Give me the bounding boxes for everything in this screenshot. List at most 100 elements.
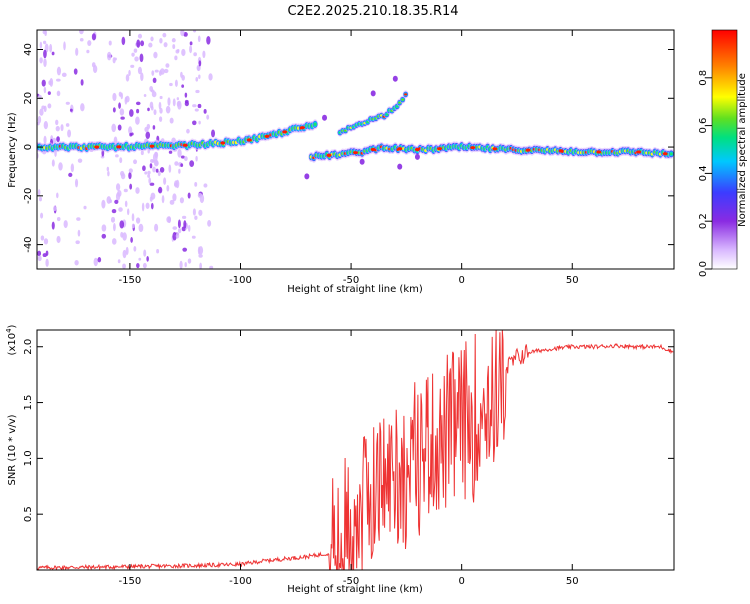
noise-speck	[203, 183, 208, 188]
noise-speck	[75, 47, 79, 56]
purple-blob	[392, 75, 398, 82]
noise-speck	[206, 114, 210, 120]
noise-speck	[174, 161, 179, 166]
snr-multiplier-base: (x10	[7, 333, 18, 356]
noise-speck	[177, 219, 181, 229]
noise-speck	[135, 217, 141, 224]
hotspot	[437, 147, 443, 151]
noise-speck	[55, 119, 59, 126]
noise-speck	[145, 131, 151, 139]
noise-speck	[44, 30, 47, 37]
spectrogram-heatmap	[37, 30, 674, 269]
noise-speck	[97, 257, 102, 263]
noise-speck	[47, 103, 52, 109]
noise-speck	[130, 64, 135, 68]
y-tick-label: 1.5	[23, 395, 34, 411]
noise-speck	[76, 217, 81, 221]
y-tick-label: 1.0	[23, 450, 34, 466]
noise-speck	[187, 224, 191, 232]
noise-speck	[174, 180, 178, 188]
noise-speck	[101, 224, 107, 232]
noise-speck	[140, 150, 144, 156]
noise-speck	[124, 96, 128, 105]
noise-speck	[79, 38, 84, 42]
noise-speck	[184, 92, 188, 98]
noise-speck	[37, 255, 42, 262]
noise-speck	[86, 49, 90, 54]
purple-blob	[322, 114, 328, 121]
noise-speck	[128, 126, 133, 135]
noise-speck	[106, 196, 112, 204]
noise-speck	[101, 233, 107, 239]
noise-speck	[118, 102, 121, 109]
noise-speck	[80, 103, 85, 112]
noise-speck	[166, 216, 172, 223]
noise-speck	[142, 262, 147, 269]
snr-ylabel: SNR (10 * v/v)	[7, 414, 18, 485]
noise-speck	[174, 79, 178, 88]
noise-speck	[162, 32, 167, 38]
noise-speck	[203, 109, 207, 114]
noise-speck	[198, 209, 203, 216]
x-tick-label: -100	[229, 576, 252, 587]
purple-blob	[359, 158, 365, 165]
noise-speck	[70, 163, 75, 173]
noise-speck	[198, 120, 201, 125]
noise-speck	[169, 82, 173, 87]
noise-speck	[194, 182, 198, 187]
snr-multiplier: (x104)	[5, 324, 18, 355]
noise-speck	[112, 107, 116, 113]
noise-speck	[56, 192, 59, 199]
spectrogram-frame	[36, 29, 675, 270]
svg-text:(x104): (x104)	[5, 324, 18, 355]
noise-speck	[118, 207, 123, 212]
colorbar-tick-label: 0.0	[698, 261, 709, 277]
noise-speck	[134, 56, 139, 62]
noise-speck	[73, 68, 78, 75]
hotspot	[182, 143, 188, 147]
noise-speck	[171, 38, 176, 43]
hotspot	[220, 141, 226, 145]
noise-speck	[145, 202, 150, 209]
noise-speck	[41, 79, 46, 87]
noise-speck	[166, 185, 170, 192]
noise-speck	[63, 220, 68, 229]
noise-speck	[198, 246, 204, 255]
noise-speck	[126, 208, 130, 216]
noise-speck	[128, 171, 132, 180]
noise-speck	[168, 164, 172, 173]
noise-speck	[125, 246, 129, 255]
noise-speck	[172, 231, 177, 241]
noise-speck	[187, 258, 192, 264]
noise-speck	[133, 48, 138, 53]
noise-speck	[149, 163, 153, 169]
hotspot	[596, 150, 602, 154]
noise-speck	[153, 159, 159, 167]
hotspot	[492, 147, 498, 151]
noise-speck	[51, 221, 55, 230]
noise-speck	[154, 223, 159, 232]
noise-speck	[192, 120, 197, 126]
noise-speck	[129, 183, 133, 190]
noise-speck	[67, 129, 72, 138]
noise-speck	[129, 109, 134, 117]
noise-speck	[154, 151, 158, 156]
noise-speck	[148, 42, 153, 48]
noise-speck	[131, 52, 135, 57]
noise-speck	[186, 128, 190, 134]
noise-speck	[136, 108, 140, 114]
noise-speck	[158, 186, 163, 194]
x-tick-label: 50	[566, 576, 579, 587]
noise-speck	[43, 121, 49, 130]
noise-speck	[169, 117, 174, 124]
noise-speck	[159, 107, 163, 114]
noise-speck	[179, 260, 183, 269]
noise-speck	[194, 215, 198, 220]
hotspot	[414, 147, 420, 152]
noise-speck	[189, 41, 193, 46]
noise-speck	[153, 51, 158, 59]
snr-axes: -150 -100 -50 0 50 0.5 1.0 1.5 2.0	[23, 330, 674, 587]
noise-speck	[189, 45, 193, 54]
noise-speck	[189, 160, 195, 168]
noise-speck	[177, 228, 182, 234]
